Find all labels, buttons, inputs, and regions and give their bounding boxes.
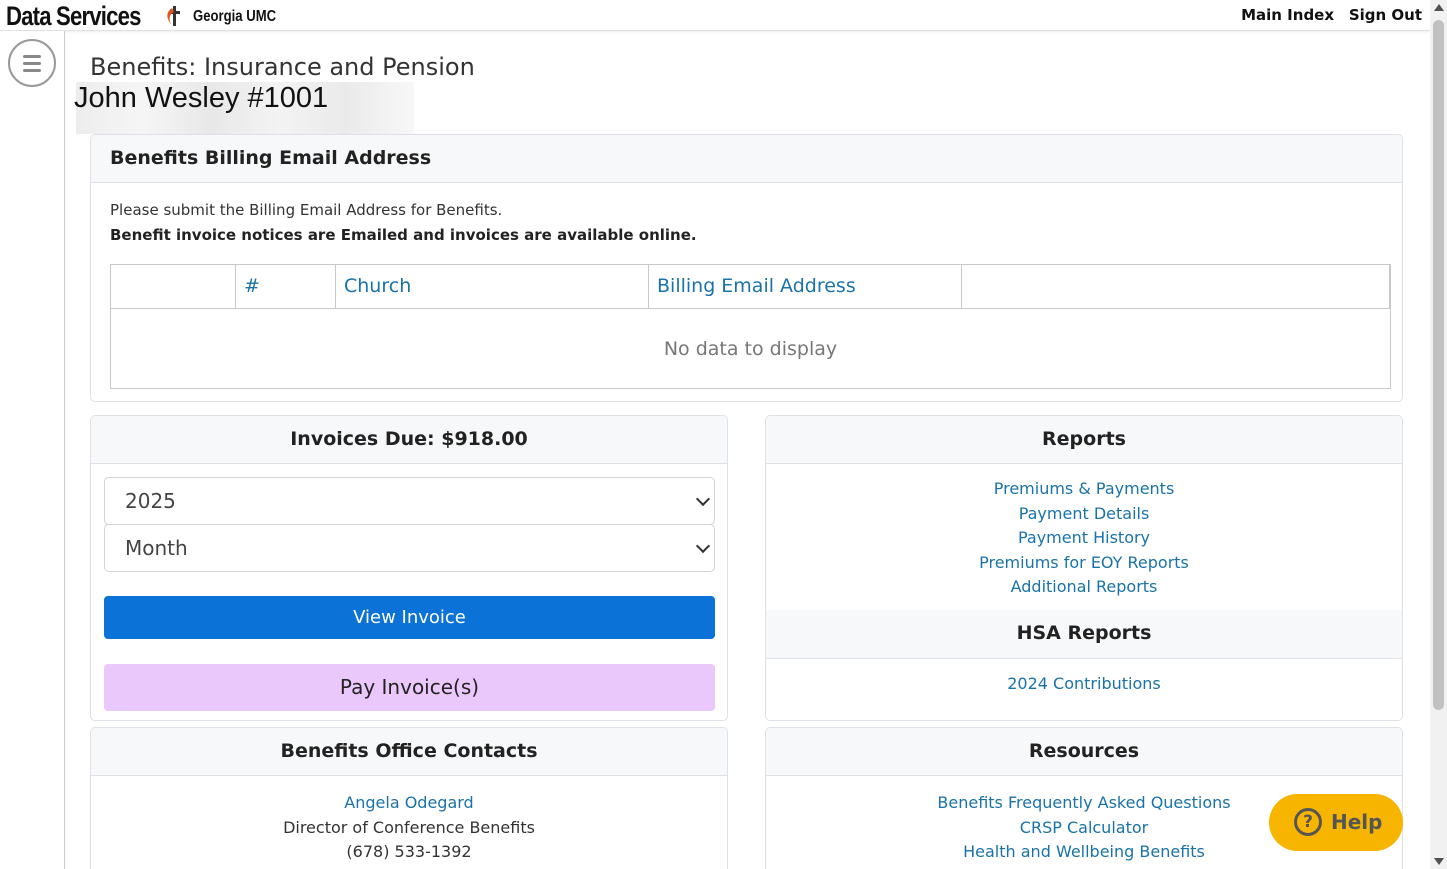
pay-invoices-button[interactable]: Pay Invoice(s) (104, 664, 715, 711)
contacts-title: Benefits Office Contacts (91, 728, 727, 776)
top-links: Main Index Sign Out (1231, 6, 1422, 24)
scroll-down-icon[interactable] (1434, 858, 1444, 865)
grid-col-actions (962, 265, 1390, 308)
view-invoice-button[interactable]: View Invoice (104, 596, 715, 639)
resources-title: Resources (766, 728, 1402, 776)
question-circle-icon: ? (1294, 808, 1322, 836)
chevron-down-icon (695, 491, 711, 507)
report-link-additional[interactable]: Additional Reports (1010, 577, 1158, 596)
contact-name-link[interactable]: Angela Odegard (344, 793, 474, 812)
resource-link-faq[interactable]: Benefits Frequently Asked Questions (937, 793, 1231, 812)
top-bar: Data Services Georgia UMC Main Index Sig… (0, 0, 1430, 31)
reports-card: Reports Premiums & Payments Payment Deta… (765, 415, 1403, 721)
billing-card-title: Benefits Billing Email Address (91, 135, 1402, 183)
page-title: Benefits: Insurance and Pension (90, 53, 475, 81)
hsa-link-list: 2024 Contributions (766, 659, 1402, 697)
brand-title[interactable]: Data Services (6, 1, 141, 31)
resources-link-list: Benefits Frequently Asked Questions CRSP… (766, 776, 1402, 865)
grid-col-billing-email[interactable]: Billing Email Address (649, 265, 962, 308)
vertical-scrollbar[interactable] (1430, 0, 1447, 869)
year-select[interactable]: 2025 (104, 477, 715, 525)
invoices-card: Invoices Due: $918.00 2025 Month View In… (90, 415, 728, 721)
member-name: John Wesley #1001 (74, 82, 329, 114)
invoices-due-title: Invoices Due: $918.00 (91, 416, 727, 464)
sign-out-link[interactable]: Sign Out (1348, 6, 1422, 24)
contact-info: Angela Odegard Director of Conference Be… (91, 776, 727, 865)
main-index-link[interactable]: Main Index (1241, 6, 1335, 24)
report-link-premiums-payments[interactable]: Premiums & Payments (993, 479, 1175, 498)
grid-empty-message: No data to display (663, 338, 838, 360)
reports-title: Reports (766, 416, 1402, 464)
report-link-eoy[interactable]: Premiums for EOY Reports (979, 552, 1189, 572)
contact-phone: (678) 533-1392 (346, 842, 472, 861)
hamburger-menu-icon[interactable] (8, 39, 56, 87)
hsa-link-2024-contributions[interactable]: 2024 Contributions (1007, 674, 1161, 693)
report-link-payment-details[interactable]: Payment Details (1018, 503, 1150, 523)
cross-flame-logo-icon (167, 6, 180, 26)
resource-link-crsp[interactable]: CRSP Calculator (1019, 817, 1149, 837)
grid-col-select[interactable] (111, 265, 236, 308)
help-button[interactable]: ? Help (1269, 794, 1403, 851)
grid-header-row: # Church Billing Email Address (111, 265, 1390, 309)
month-select-value: Month (125, 536, 188, 560)
billing-grid: # Church Billing Email Address No data t… (110, 264, 1391, 389)
grid-col-number[interactable]: # (236, 265, 336, 308)
year-select-value: 2025 (125, 489, 176, 513)
report-link-payment-history[interactable]: Payment History (1017, 528, 1151, 547)
brand-subtitle: Georgia UMC (193, 8, 277, 25)
redacted-area (76, 82, 414, 134)
reports-link-list: Premiums & Payments Payment Details Paym… (766, 464, 1402, 610)
billing-email-card: Benefits Billing Email Address Please su… (90, 134, 1403, 402)
billing-instructions: Please submit the Billing Email Address … (110, 201, 503, 219)
benefits-contacts-card: Benefits Office Contacts Angela Odegard … (90, 727, 728, 869)
scroll-thumb[interactable] (1433, 20, 1444, 710)
resource-link-wellbeing[interactable]: Health and Wellbeing Benefits (963, 842, 1205, 861)
contact-role: Director of Conference Benefits (283, 817, 535, 837)
hsa-reports-title: HSA Reports (766, 610, 1402, 659)
grid-col-church[interactable]: Church (336, 265, 649, 308)
scroll-up-icon[interactable] (1434, 4, 1444, 11)
billing-notice: Benefit invoice notices are Emailed and … (110, 226, 697, 244)
chevron-down-icon (695, 538, 711, 554)
help-label: Help (1331, 810, 1383, 834)
side-rail (0, 31, 65, 869)
month-select[interactable]: Month (104, 524, 715, 572)
